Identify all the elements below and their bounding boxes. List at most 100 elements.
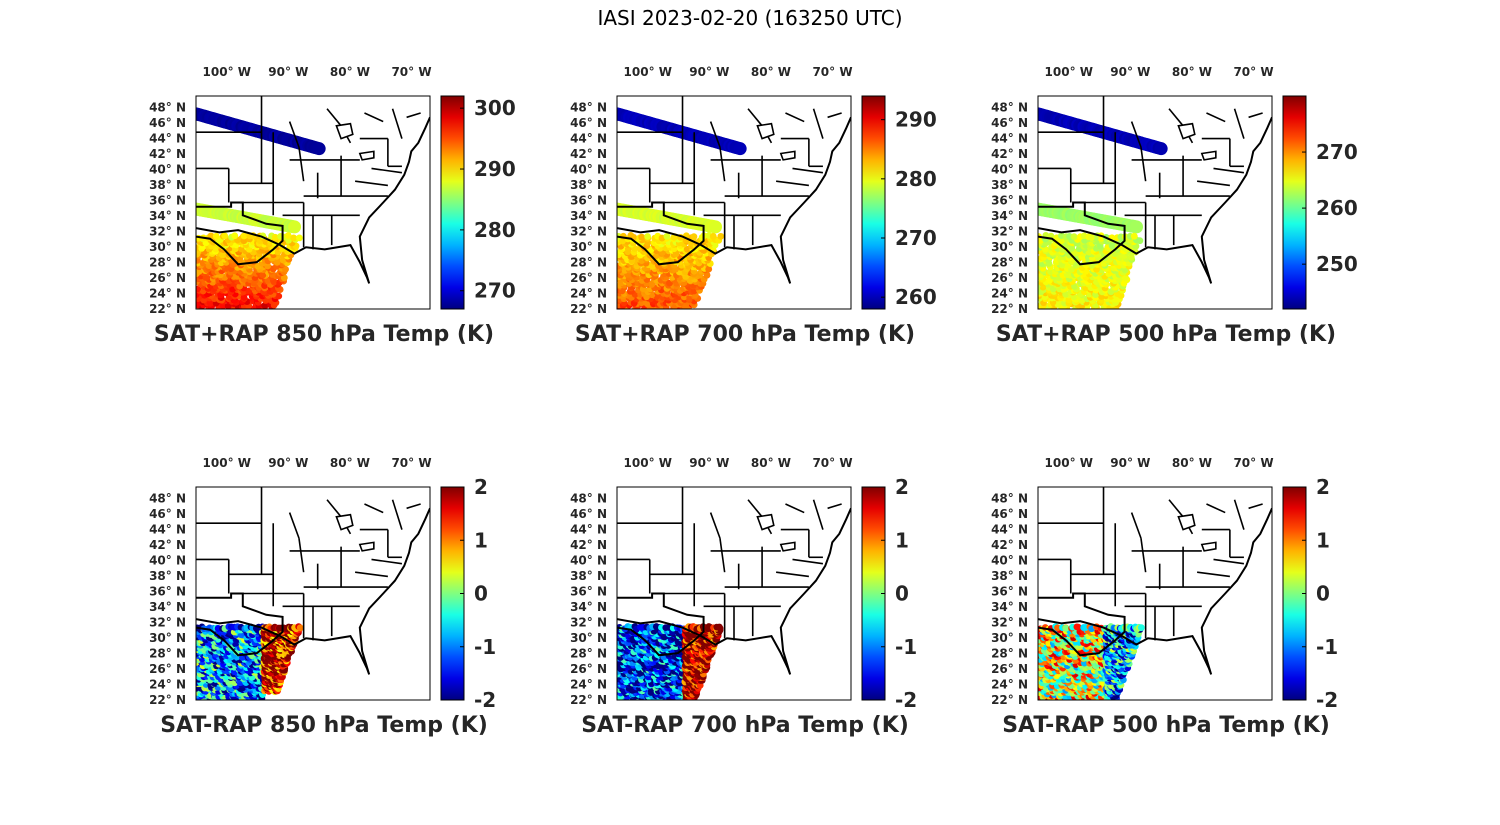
data-point [705, 265, 713, 273]
lat-tick-label: 36° N [991, 194, 1028, 208]
state-boundaries [617, 96, 851, 284]
lon-tick-label: 70° W [1233, 456, 1273, 470]
colorbar-tick-label: -2 [895, 688, 917, 712]
lat-tick-label: 22° N [991, 302, 1028, 316]
swath-southern-swath-east [1102, 623, 1145, 700]
lat-tick-label: 36° N [149, 585, 186, 599]
panel-title: SAT-RAP 700 hPa Temp (K) [581, 713, 909, 738]
map-frame [1037, 95, 1273, 310]
lat-tick-label: 38° N [991, 569, 1028, 583]
colorbar-tick-label: 260 [895, 285, 937, 309]
data-point [1088, 233, 1095, 241]
colorbar-tick-label: -1 [895, 635, 917, 659]
lat-tick-label: 28° N [570, 256, 607, 270]
colorbar-tick-label: 290 [895, 108, 937, 132]
lat-tick-label: 36° N [570, 194, 607, 208]
state-boundaries [196, 96, 430, 284]
swath-southern-swath-east [681, 623, 724, 700]
figure-title: IASI 2023-02-20 (163250 UTC) [597, 6, 903, 30]
lat-tick-label: 32° N [991, 225, 1028, 239]
map-frame [616, 486, 852, 701]
data-point [284, 232, 292, 239]
lat-tick-label: 46° N [991, 116, 1028, 130]
lat-tick-label: 26° N [149, 662, 186, 676]
lat-tick-label: 34° N [991, 600, 1028, 614]
swath-southern-swath-west [1038, 623, 1110, 700]
lat-tick-label: 26° N [570, 271, 607, 285]
state-boundaries [617, 487, 851, 675]
swath-southern-swath [1038, 232, 1144, 309]
data-point [259, 271, 267, 279]
lat-tick-label: 30° N [149, 240, 186, 254]
lon-tick-label: 100° W [624, 456, 672, 470]
colorbar-tick-label: 280 [895, 167, 937, 191]
lat-tick-label: 44° N [149, 523, 186, 537]
data-point [1136, 237, 1144, 245]
lon-tick-label: 80° W [330, 456, 370, 470]
lat-tick-label: 32° N [570, 616, 607, 630]
colorbar-tick-label: 280 [474, 218, 516, 242]
data-point [290, 234, 298, 242]
map-area [1038, 96, 1272, 309]
data-point [1154, 142, 1168, 156]
lon-tick-label: 70° W [1233, 65, 1273, 79]
data-point [212, 232, 220, 240]
lat-tick-label: 30° N [570, 240, 607, 254]
lat-tick-label: 38° N [991, 178, 1028, 192]
lat-tick-label: 40° N [149, 554, 186, 568]
lat-tick-label: 34° N [991, 209, 1028, 223]
panel-6: 100° W 90° W 80° W 70° W48° N46° N44° N42° … [991, 456, 1338, 738]
lat-tick-label: 42° N [991, 538, 1028, 552]
lat-tick-label: 32° N [991, 616, 1028, 630]
lat-tick-label: 28° N [149, 256, 186, 270]
colorbar-tick-label: 290 [474, 157, 516, 181]
lon-tick-label: 90° W [1110, 65, 1150, 79]
lon-tick-label: 80° W [1172, 456, 1212, 470]
data-point [709, 232, 717, 240]
data-point [295, 234, 303, 242]
lon-tick-label: 80° W [330, 65, 370, 79]
swath-northern-swath [617, 107, 747, 156]
lat-tick-label: 38° N [570, 569, 607, 583]
lat-tick-label: 40° N [991, 554, 1028, 568]
lat-tick-label: 44° N [149, 132, 186, 146]
lat-tick-label: 40° N [991, 163, 1028, 177]
lat-tick-label: 44° N [570, 523, 607, 537]
lon-tick-label: 90° W [689, 65, 729, 79]
panel-3: 100° W 90° W 80° W 70° W48° N46° N44° N42° … [991, 65, 1358, 347]
swath-southern-swath-west [617, 623, 689, 700]
colorbar-tick-label: 270 [895, 226, 937, 250]
panel-title: SAT+RAP 850 hPa Temp (K) [154, 322, 494, 347]
lat-tick-label: 48° N [149, 492, 186, 506]
lat-tick-label: 42° N [991, 147, 1028, 161]
swath-southern-swath-west [196, 623, 267, 700]
lat-tick-label: 30° N [991, 240, 1028, 254]
lat-tick-label: 46° N [570, 116, 607, 130]
data-point [240, 294, 248, 301]
swath-southern-swath-east [260, 623, 304, 696]
lat-tick-label: 40° N [570, 554, 607, 568]
lon-tick-label: 90° W [268, 65, 308, 79]
map-area [1038, 487, 1272, 700]
swath-northern-swath [196, 107, 326, 156]
lat-tick-label: 26° N [991, 271, 1028, 285]
swath-southern-swath [196, 232, 303, 309]
data-point [296, 624, 304, 632]
data-point [1137, 624, 1145, 632]
lat-tick-label: 26° N [991, 662, 1028, 676]
panel-title: SAT+RAP 700 hPa Temp (K) [575, 322, 915, 347]
data-point [282, 265, 289, 273]
state-boundaries [1038, 96, 1272, 284]
lat-tick-label: 46° N [991, 507, 1028, 521]
lon-tick-label: 70° W [391, 456, 431, 470]
lat-tick-label: 26° N [570, 662, 607, 676]
colorbar-tick-label: 250 [1316, 252, 1358, 276]
colorbar-tick-label: 2 [895, 475, 909, 499]
data-point [280, 274, 288, 282]
panel-1: 100° W 90° W 80° W 70° W48° N46° N44° N42° … [149, 65, 516, 347]
lat-tick-label: 38° N [570, 178, 607, 192]
colorbar-tick-label: 1 [474, 528, 488, 552]
lat-tick-label: 32° N [570, 225, 607, 239]
lon-tick-label: 100° W [1045, 456, 1093, 470]
data-point [1062, 624, 1070, 632]
